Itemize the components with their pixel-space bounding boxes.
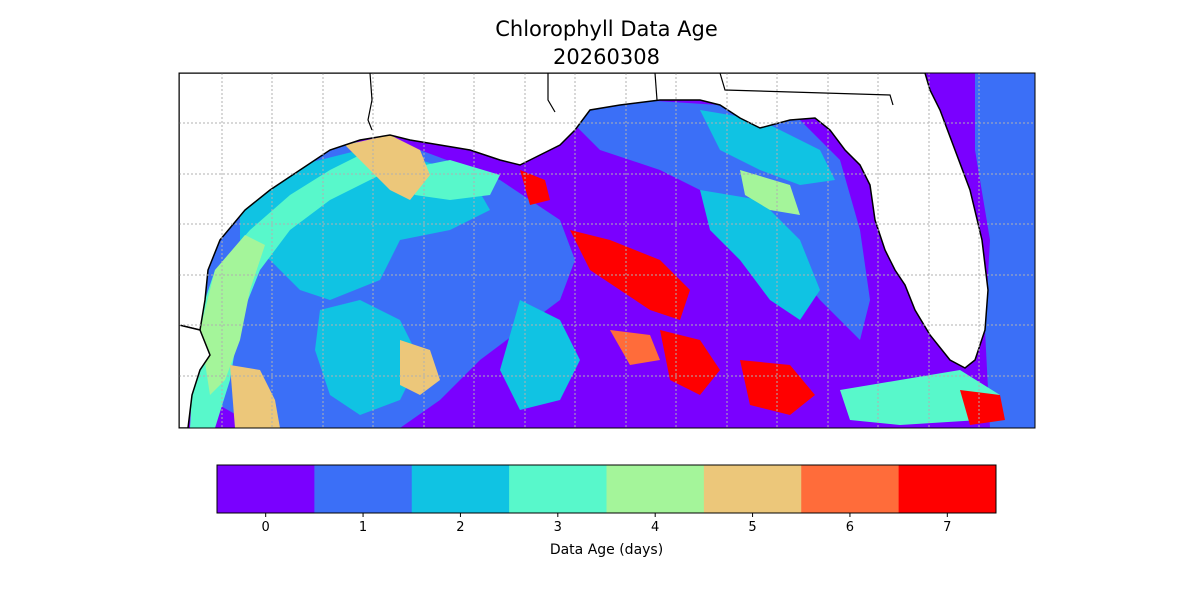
- chart-title-line1: Chlorophyll Data Age: [495, 17, 718, 41]
- land-us-gulf-coast: [179, 73, 989, 369]
- colorbar-swatch-1: [314, 465, 413, 513]
- colorbar-tick-label: 5: [748, 520, 757, 535]
- region-age-3-keys: [840, 370, 1000, 425]
- region-age-7-speckle-a: [570, 230, 690, 320]
- region-age-2-south: [500, 300, 580, 410]
- region-age-5-mid: [400, 340, 440, 395]
- colorbar-swatch-4: [606, 465, 705, 513]
- map-frame: [178, 72, 1036, 429]
- colorbar-tick-label: 0: [261, 520, 270, 535]
- region-age-4-central: [740, 170, 800, 215]
- region-age-7-speckle-c: [740, 360, 815, 415]
- region-age-6-patch: [610, 330, 660, 365]
- colorbar-swatch-7: [898, 465, 997, 513]
- chart-title-date: 20260308: [553, 45, 660, 69]
- region-age-5-louisiana: [345, 135, 430, 200]
- colorbar-tick-label: 4: [651, 520, 660, 535]
- region-age-5-texas-south: [230, 365, 280, 428]
- colorbar-label: Data Age (days): [549, 542, 664, 558]
- region-age-2-northeast: [700, 110, 835, 185]
- colorbar-swatch-3: [509, 465, 607, 513]
- land-mexico: [179, 324, 211, 428]
- region-age-1-atlantic: [975, 73, 1035, 428]
- graticule: [179, 73, 1035, 428]
- colorbar-tick-label: 1: [358, 520, 368, 535]
- colorbar-tick-label: 2: [456, 520, 465, 535]
- colorbar-frame: [216, 464, 997, 514]
- colorbar-swatch-6: [801, 465, 900, 513]
- colorbar-swatch-5: [703, 465, 802, 513]
- region-age-2-central: [315, 300, 420, 415]
- region-age-7-speckle-e: [960, 390, 1005, 425]
- region-age-7-speckle-d: [520, 170, 550, 205]
- colorbar-tick-label: 3: [553, 520, 562, 535]
- colorbar-swatch-2: [411, 465, 510, 513]
- region-age-7-speckle-b: [660, 330, 720, 395]
- region-age-2-shelf: [700, 190, 820, 320]
- state-borders: [367, 72, 894, 131]
- colorbar-tick-label: 6: [845, 520, 855, 535]
- colorbar-swatch-0: [217, 465, 315, 513]
- colorbar-tick-label: 7: [943, 520, 952, 535]
